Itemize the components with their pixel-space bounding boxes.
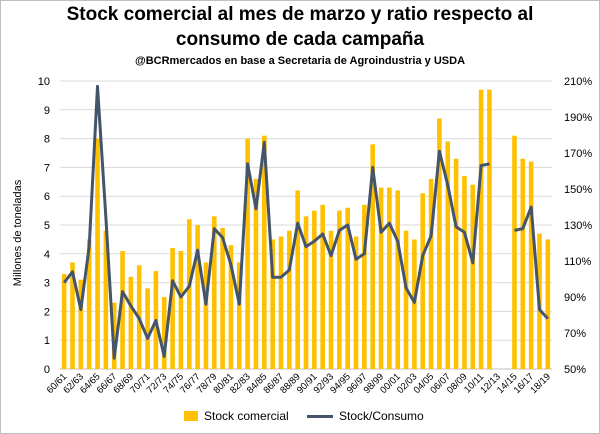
bar: [170, 248, 175, 369]
bar: [353, 236, 359, 369]
bar: [253, 178, 259, 369]
bar: [403, 230, 409, 369]
bar: [70, 262, 75, 369]
bar: [145, 288, 150, 369]
y-tick-label: 5: [44, 220, 50, 232]
bar: [512, 135, 517, 369]
y-tick-label: 1: [44, 335, 50, 347]
y2-tick-label: 210%: [564, 76, 592, 88]
chart-title-line2: consumo de cada campaña: [175, 29, 425, 50]
bar: [195, 225, 200, 369]
bar: [487, 89, 492, 369]
bar: [478, 89, 484, 369]
legend-item-stock: Stock comercial: [184, 409, 289, 423]
y-tick-label: 4: [44, 249, 50, 261]
y2-tick-label: 190%: [564, 112, 592, 124]
y-tick-label: 8: [44, 134, 50, 146]
y-axis-right-ticks: 50% 70% 90% 110% 130% 150% 170% 190% 210%: [564, 76, 592, 376]
bar: [328, 230, 334, 369]
bar: [453, 158, 459, 369]
bar: [245, 138, 250, 369]
bar: [186, 219, 192, 369]
y-tick-label: 10: [38, 76, 50, 88]
y2-tick-label: 130%: [564, 220, 592, 232]
bar: [278, 236, 284, 369]
legend: Stock comercial Stock/Consumo: [0, 409, 600, 425]
bar: [178, 250, 184, 369]
bar: [528, 161, 534, 369]
chart-subtitle: @BCRmercados en base a Secretaria de Agr…: [134, 55, 466, 67]
x-axis-ticks: 60/6162/6364/6566/6768/6970/7172/7374/75…: [45, 371, 553, 396]
y2-tick-label: 70%: [564, 328, 586, 340]
bar: [86, 239, 92, 369]
bar: [312, 210, 317, 369]
bar: [520, 158, 526, 369]
y2-tick-label: 150%: [564, 184, 592, 196]
bar: [462, 176, 467, 369]
bar: [395, 190, 401, 369]
bar: [445, 141, 451, 369]
legend-label-stock: Stock comercial: [204, 409, 289, 423]
y-tick-label: 9: [44, 105, 50, 117]
bar: [220, 227, 225, 369]
bar: [428, 178, 434, 369]
bar-series: [61, 89, 551, 369]
bar: [236, 262, 242, 369]
bar: [211, 216, 217, 369]
bar: [103, 230, 109, 369]
bar: [545, 239, 551, 369]
bar: [378, 187, 384, 369]
bar: [203, 262, 209, 369]
legend-item-ratio: Stock/Consumo: [307, 409, 424, 423]
chart-title-line1: Stock comercial al mes de marzo y ratio …: [66, 4, 534, 25]
bar: [161, 297, 167, 369]
bar: [95, 138, 100, 369]
bar: [412, 239, 417, 369]
bar: [270, 239, 275, 369]
bar: [345, 207, 350, 369]
bar: [320, 204, 325, 369]
bar: [437, 118, 442, 369]
y2-tick-label: 110%: [564, 256, 592, 268]
bar: [295, 190, 300, 369]
bar: [287, 230, 292, 369]
y-tick-label: 7: [44, 162, 50, 174]
y-tick-label: 3: [44, 278, 50, 290]
y2-tick-label: 170%: [564, 148, 592, 160]
bar: [120, 250, 125, 369]
bar: [420, 193, 426, 369]
y-tick-label: 6: [44, 191, 50, 203]
bar: [387, 187, 392, 369]
line-series: [63, 84, 549, 360]
bar: [362, 204, 367, 369]
bar: [61, 273, 67, 369]
y-tick-label: 0: [44, 364, 50, 376]
y2-tick-label: 90%: [564, 292, 586, 304]
bar: [303, 216, 309, 369]
bar: [370, 144, 376, 369]
bar: [262, 135, 267, 369]
legend-label-ratio: Stock/Consumo: [339, 409, 424, 423]
y-axis-left-ticks: 0 1 2 3 4 5 6 7 8 9 10: [38, 76, 50, 376]
bar: [228, 245, 234, 369]
bar: [128, 276, 134, 369]
y-tick-label: 2: [44, 306, 50, 318]
y2-tick-label: 50%: [564, 364, 586, 376]
bar: [78, 279, 84, 369]
legend-swatch-bar: [184, 411, 198, 421]
y-axis-label: Millones de toneladas: [12, 179, 24, 286]
bar: [337, 210, 342, 369]
legend-swatch-line: [307, 414, 333, 418]
bar: [470, 184, 476, 369]
